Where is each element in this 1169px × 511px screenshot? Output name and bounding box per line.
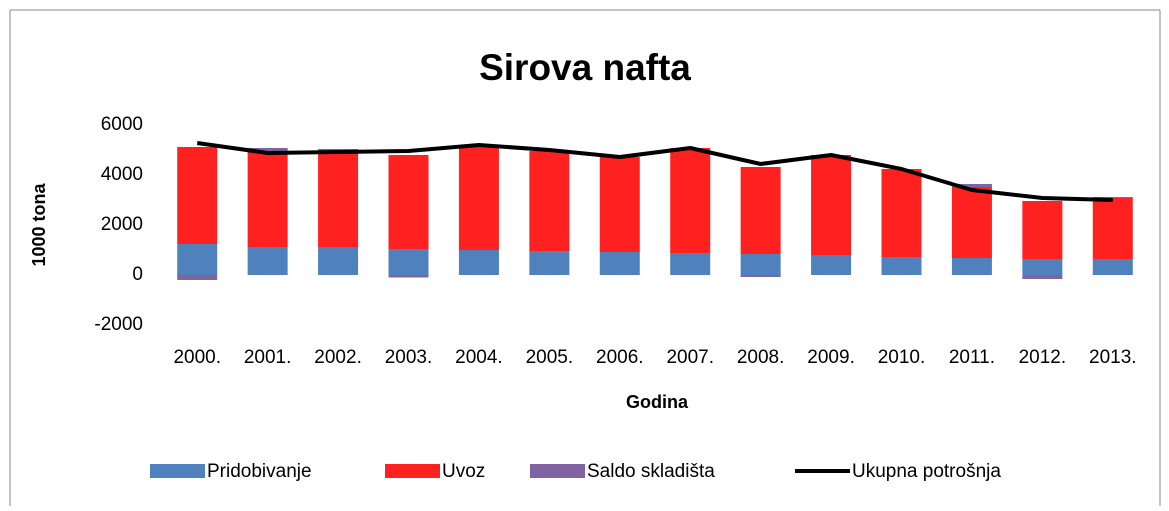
- bar: [599, 252, 640, 275]
- y-tick-label: 4000: [101, 164, 143, 185]
- x-tick-label: 2012.: [1019, 347, 1067, 368]
- bar: [247, 247, 288, 275]
- bar: [1022, 275, 1063, 279]
- bar: [177, 275, 218, 280]
- bar: [599, 157, 640, 252]
- x-tick-label: 2013.: [1089, 347, 1137, 368]
- legend-label: Saldo skladišta: [587, 461, 715, 482]
- bar: [670, 148, 711, 253]
- x-tick-label: 2008.: [737, 347, 785, 368]
- x-tick-label: 2006.: [596, 347, 644, 368]
- bar: [458, 250, 499, 275]
- x-tick-label: 2000.: [173, 347, 221, 368]
- legend-swatch: [385, 464, 440, 478]
- bar: [529, 151, 570, 251]
- bar: [388, 275, 429, 278]
- bar: [1092, 197, 1133, 198]
- legend-label: Pridobivanje: [207, 461, 312, 482]
- bar: [388, 155, 429, 249]
- bar: [1092, 259, 1133, 275]
- bar: [177, 244, 218, 275]
- line-series: [196, 141, 1113, 202]
- bar: [1022, 201, 1063, 259]
- legend-label: Ukupna potrošnja: [852, 461, 1001, 482]
- bar: [458, 147, 499, 250]
- bar: [811, 255, 852, 275]
- bar: [1022, 259, 1063, 275]
- y-axis-title: 1000 tona: [29, 182, 49, 266]
- y-tick-label: -2000: [94, 314, 143, 335]
- bar: [881, 257, 922, 275]
- bar: [740, 167, 781, 254]
- x-tick-label: 2009.: [807, 347, 855, 368]
- y-tick-label: 6000: [101, 114, 143, 135]
- y-tick-label: 0: [132, 264, 143, 285]
- x-tick-label: 2005.: [526, 347, 574, 368]
- y-tick-label: 2000: [101, 214, 143, 235]
- bar: [881, 169, 922, 257]
- bar: [951, 187, 992, 258]
- bar: [529, 251, 570, 275]
- x-tick-label: 2003.: [385, 347, 433, 368]
- x-tick-label: 2002.: [314, 347, 362, 368]
- bar: [951, 258, 992, 275]
- legend-swatch: [530, 464, 585, 478]
- bar: [811, 155, 852, 255]
- x-tick-label: 2010.: [878, 347, 926, 368]
- chart-title: Sirova nafta: [479, 47, 691, 88]
- bar: [1092, 198, 1133, 259]
- bar: [247, 148, 288, 151]
- bar: [177, 147, 218, 244]
- legend-label: Uvoz: [442, 461, 485, 482]
- bar: [247, 151, 288, 247]
- x-axis-title: Godina: [626, 392, 689, 412]
- bar: [740, 254, 781, 275]
- legend-swatch: [150, 464, 205, 478]
- x-tick-label: 2007.: [666, 347, 714, 368]
- bar: [670, 253, 711, 275]
- bar: [951, 184, 992, 187]
- bar: [318, 247, 359, 275]
- x-tick-label: 2001.: [244, 347, 292, 368]
- bar: [318, 151, 359, 247]
- x-tick-label: 2004.: [455, 347, 503, 368]
- bar: [388, 249, 429, 275]
- bar: [740, 275, 781, 277]
- x-tick-label: 2011.: [949, 347, 995, 368]
